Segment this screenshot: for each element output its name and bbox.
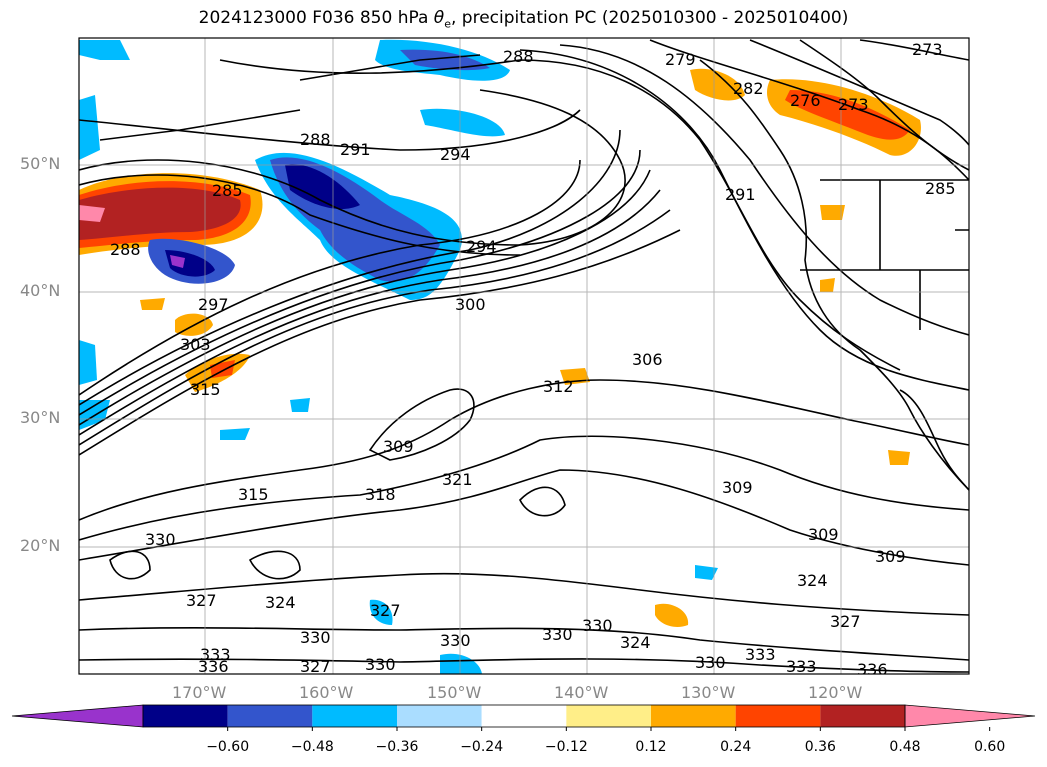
lon-tick-label: 160°W <box>299 683 354 702</box>
colorbar-segment <box>312 705 397 727</box>
contour-label: 321 <box>442 470 473 489</box>
contour-label: 336 <box>857 660 888 679</box>
contour-label: 312 <box>543 377 574 396</box>
colorbar-segment <box>481 705 567 727</box>
colorbar-extend-min <box>11 704 144 728</box>
contour-label: 291 <box>340 140 371 159</box>
contour-label: 288 <box>110 240 141 259</box>
contour-label: 315 <box>238 485 269 504</box>
contour-label: 282 <box>733 79 764 98</box>
lat-tick-label: 30°N <box>20 408 61 427</box>
lat-tick-label: 40°N <box>20 281 61 300</box>
contour-label: 327 <box>186 591 217 610</box>
contour-label: 309 <box>875 547 906 566</box>
graticule <box>79 38 969 674</box>
contour-label: 327 <box>370 601 401 620</box>
lat-tick-label: 20°N <box>20 536 61 555</box>
colorbar-tick-label: −0.60 <box>206 739 250 755</box>
contour-label: 315 <box>190 380 221 399</box>
contour-label: 276 <box>790 91 821 110</box>
colorbar-segment <box>227 705 313 727</box>
colorbar-segment <box>820 705 905 727</box>
contour-label: 288 <box>503 47 534 66</box>
contour-label: 330 <box>695 653 726 672</box>
colorbar-outline <box>142 704 906 728</box>
contour-label: 330 <box>365 655 396 674</box>
colorbar-segment <box>397 705 482 727</box>
contour-label: 285 <box>925 179 956 198</box>
colorbar-tick-label: −0.12 <box>544 739 588 755</box>
colorbar-segment <box>143 705 228 727</box>
colorbar-tick-label: −0.36 <box>375 739 419 755</box>
colorbar-segment <box>651 705 736 727</box>
colorbar-segment <box>566 705 651 727</box>
contour-label: 273 <box>838 95 869 114</box>
contour-label: 309 <box>722 478 753 497</box>
lon-tick-label: 130°W <box>681 683 736 702</box>
contour-label: 324 <box>797 571 828 590</box>
lon-tick-label: 140°W <box>554 683 609 702</box>
colorbar-segment <box>735 705 821 727</box>
contour-label: 294 <box>466 237 497 256</box>
contour-label: 324 <box>620 633 651 652</box>
contour-label: 279 <box>665 50 696 69</box>
map-plot-area: 288 291 294 285 288 297 303 315 294 300 … <box>79 38 969 679</box>
contour-label: 330 <box>145 530 176 549</box>
precip-fills <box>79 39 921 674</box>
lon-tick-label: 170°W <box>172 683 227 702</box>
contour-label: 309 <box>383 437 414 456</box>
contour-label: 303 <box>180 335 211 354</box>
colorbar-extend-max <box>904 704 1036 728</box>
colorbar-tick-label: −0.24 <box>460 739 504 755</box>
contour-label: 324 <box>265 593 296 612</box>
contour-label: 306 <box>632 350 663 369</box>
lon-tick-label: 150°W <box>427 683 482 702</box>
contour-label: 330 <box>582 616 613 635</box>
lon-tick-label: 120°W <box>808 683 863 702</box>
colorbar-tick-label: 0.60 <box>974 739 1006 755</box>
contour-label: 297 <box>198 295 229 314</box>
contour-label: 330 <box>542 625 573 644</box>
lat-tick-label: 50°N <box>20 154 61 173</box>
contour-label: 291 <box>725 185 756 204</box>
contour-label: 333 <box>745 645 776 664</box>
contour-label: 333 <box>786 657 817 676</box>
map-frame <box>78 37 970 675</box>
contour-label: 333 <box>200 645 231 664</box>
contour-label: 327 <box>300 657 331 676</box>
contour-label: 294 <box>440 145 471 164</box>
contour-label: 330 <box>300 628 331 647</box>
contour-label: 330 <box>440 631 471 650</box>
colorbar-tick-label: 0.12 <box>635 739 667 755</box>
contour-label: 336 <box>198 657 229 676</box>
theta-e-contours <box>79 39 969 673</box>
colorbar-tick-label: 0.36 <box>804 739 836 755</box>
coastlines <box>99 39 969 491</box>
contour-label: 309 <box>808 525 839 544</box>
contour-label: 273 <box>912 40 943 59</box>
colorbar-tick-label: −0.48 <box>290 739 334 755</box>
colorbar-tick-label: 0.24 <box>720 739 752 755</box>
contour-label: 285 <box>212 181 243 200</box>
map-title: 2024123000 F036 850 hPa θe, precipitatio… <box>198 8 849 31</box>
colorbar <box>11 704 1036 731</box>
colorbar-tick-label: 0.48 <box>889 739 921 755</box>
contour-labels: 288 291 294 285 288 297 303 315 294 300 … <box>110 40 956 679</box>
contour-label: 318 <box>365 485 396 504</box>
contour-label: 327 <box>830 612 861 631</box>
contour-label: 288 <box>300 130 331 149</box>
contour-label: 300 <box>455 295 486 314</box>
